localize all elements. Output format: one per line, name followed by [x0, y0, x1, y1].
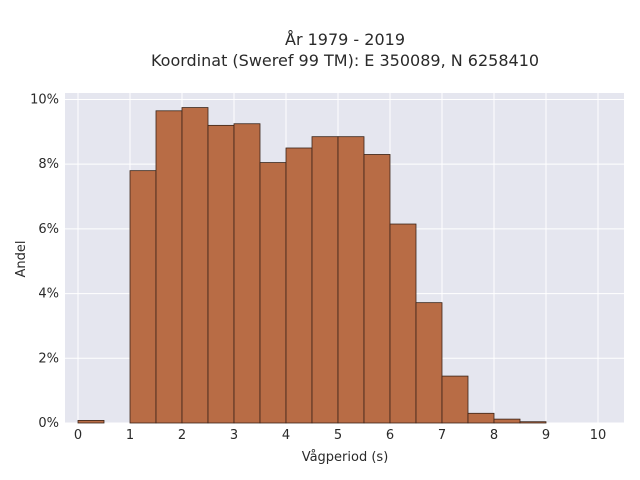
- x-tick-label: 1: [126, 428, 134, 443]
- histogram-bar: [467, 412, 495, 424]
- chart-title-line1: År 1979 - 2019: [285, 30, 405, 49]
- histogram-bar: [311, 136, 339, 424]
- y-tick-label: 8%: [38, 157, 59, 172]
- y-axis-ticks: 0% 2% 4% 6% 8% 10%: [30, 92, 59, 431]
- histogram-bar: [519, 421, 547, 424]
- y-tick-label: 4%: [38, 287, 59, 302]
- histogram-bar: [337, 136, 365, 424]
- x-tick-label: 10: [590, 428, 607, 443]
- x-tick-label: 4: [282, 428, 290, 443]
- histogram-bar: [155, 110, 183, 424]
- y-tick-label: 0%: [38, 416, 59, 431]
- x-tick-label: 7: [438, 428, 446, 443]
- histogram-bar: [233, 123, 261, 424]
- y-tick-label: 10%: [30, 92, 59, 107]
- y-axis-label: Andel: [14, 241, 29, 278]
- x-axis-ticks: 0 1 2 3 4 5 6 7 8 9 10: [74, 428, 606, 443]
- histogram-bar: [493, 418, 521, 424]
- histogram-bar: [129, 170, 157, 424]
- histogram-bar: [77, 420, 105, 424]
- x-axis-label: Vågperiod (s): [302, 450, 389, 465]
- x-tick-label: 2: [178, 428, 186, 443]
- chart-title-line2: Koordinat (Sweref 99 TM): E 350089, N 62…: [151, 51, 539, 70]
- x-tick-label: 6: [386, 428, 394, 443]
- histogram-bar: [441, 375, 469, 424]
- histogram-bar: [207, 124, 235, 424]
- histogram-bar: [259, 162, 287, 424]
- y-tick-label: 6%: [38, 222, 59, 237]
- x-tick-label: 5: [334, 428, 342, 443]
- histogram-bar: [415, 302, 443, 424]
- bars: [77, 107, 547, 424]
- x-tick-label: 0: [74, 428, 82, 443]
- histogram-bar: [389, 223, 417, 424]
- x-tick-label: 3: [230, 428, 238, 443]
- histogram-bar: [363, 154, 391, 424]
- y-tick-label: 2%: [38, 351, 59, 366]
- histogram-bar: [181, 107, 209, 424]
- histogram-bar: [285, 147, 313, 424]
- x-tick-label: 8: [490, 428, 498, 443]
- x-tick-label: 9: [542, 428, 550, 443]
